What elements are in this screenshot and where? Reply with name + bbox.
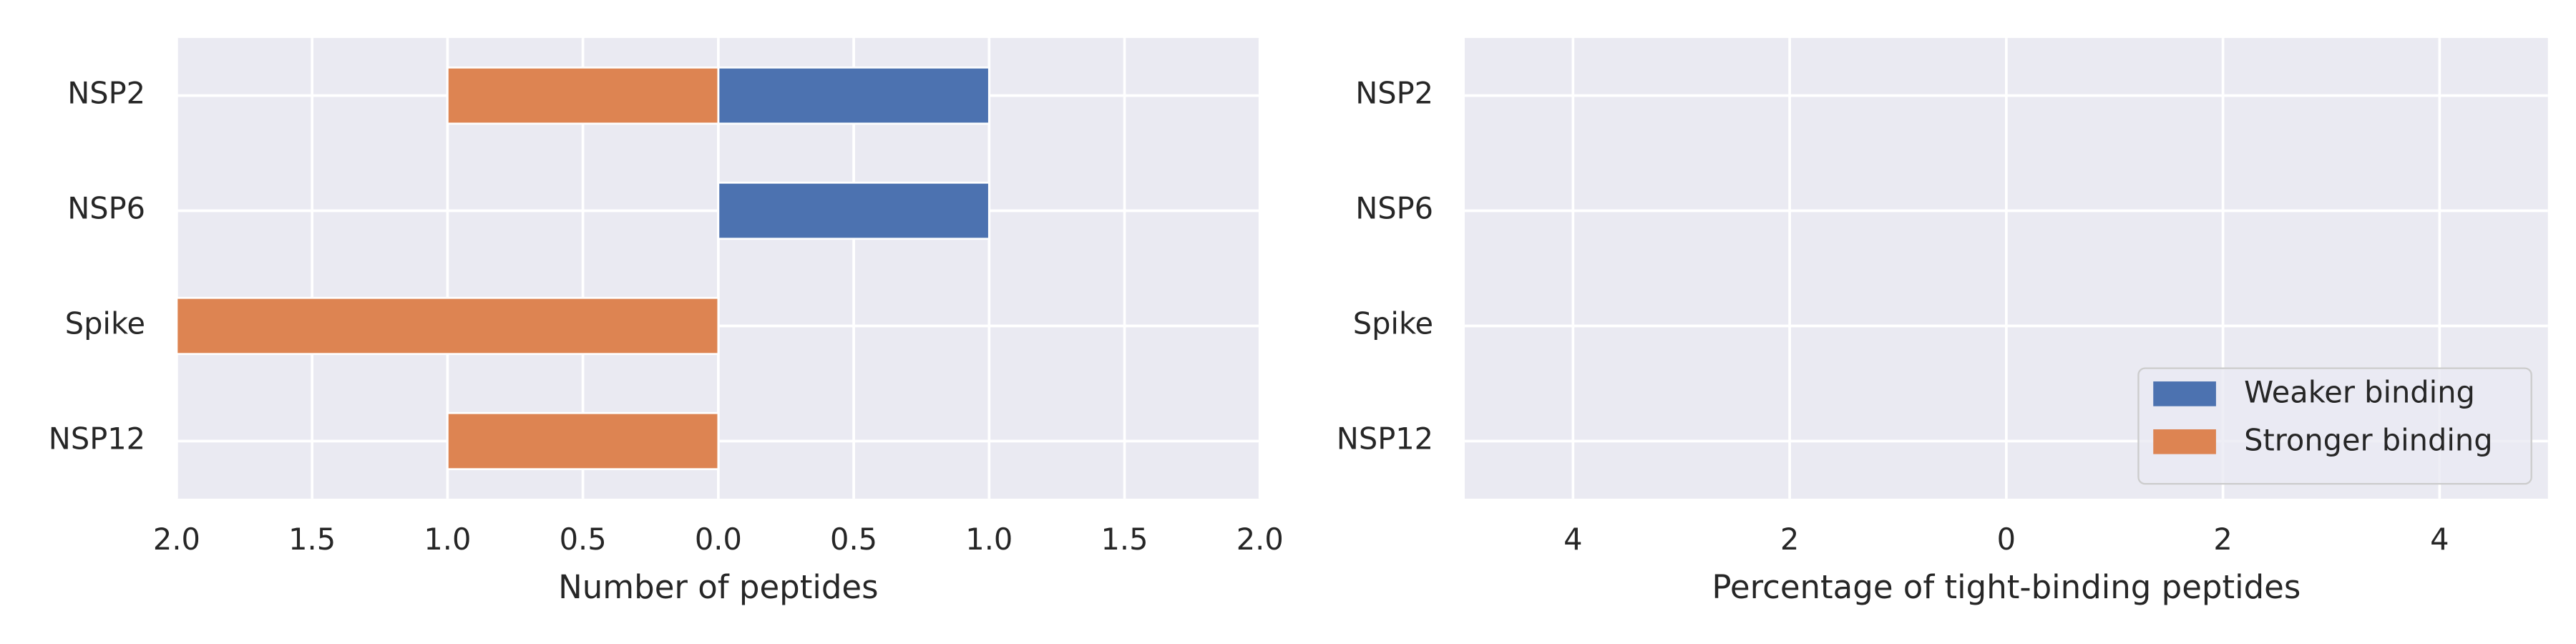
bar xyxy=(175,296,720,356)
bar xyxy=(446,66,720,125)
x-axis-label: Number of peptides xyxy=(558,568,878,606)
x-tick-label: 2.0 xyxy=(153,522,200,557)
x-tick-label: 0 xyxy=(1997,522,2016,557)
x-tick-label: 0.5 xyxy=(560,522,607,557)
legend-label: Weaker binding xyxy=(2244,375,2475,410)
y-tick-label: NSP6 xyxy=(1355,191,1433,226)
x-tick-label: 0.0 xyxy=(695,522,742,557)
legend: Weaker binding Stronger binding xyxy=(2137,367,2532,485)
x-tick-label: 1.5 xyxy=(288,522,336,557)
y-tick-label: NSP2 xyxy=(1355,76,1433,111)
y-tick-label: NSP12 xyxy=(49,421,145,456)
bar xyxy=(717,66,990,125)
x-tick-label: 1.0 xyxy=(424,522,471,557)
x-tick-label: 2.0 xyxy=(1236,522,1284,557)
legend-box xyxy=(2137,367,2532,485)
y-tick-label: NSP2 xyxy=(67,76,145,111)
y-tick-label: Spike xyxy=(65,306,145,341)
legend-swatch xyxy=(2153,381,2216,406)
x-tick-label: 1.5 xyxy=(1101,522,1148,557)
x-tick-label: 4 xyxy=(2430,522,2449,557)
x-tick-label: 2 xyxy=(1780,522,1799,557)
legend-label: Stronger binding xyxy=(2244,422,2492,457)
legend-swatch xyxy=(2153,429,2216,454)
x-tick-label: 1.0 xyxy=(965,522,1013,557)
y-tick-label: NSP6 xyxy=(67,191,145,226)
bar xyxy=(717,181,990,240)
x-tick-label: 2 xyxy=(2213,522,2232,557)
x-tick-label: 4 xyxy=(1563,522,1582,557)
x-tick-label: 0.5 xyxy=(830,522,877,557)
y-tick-label: Spike xyxy=(1353,306,1433,341)
bar xyxy=(446,411,720,471)
x-axis-label: Percentage of tight-binding peptides xyxy=(1712,568,2301,606)
y-tick-label: NSP12 xyxy=(1337,421,1433,456)
